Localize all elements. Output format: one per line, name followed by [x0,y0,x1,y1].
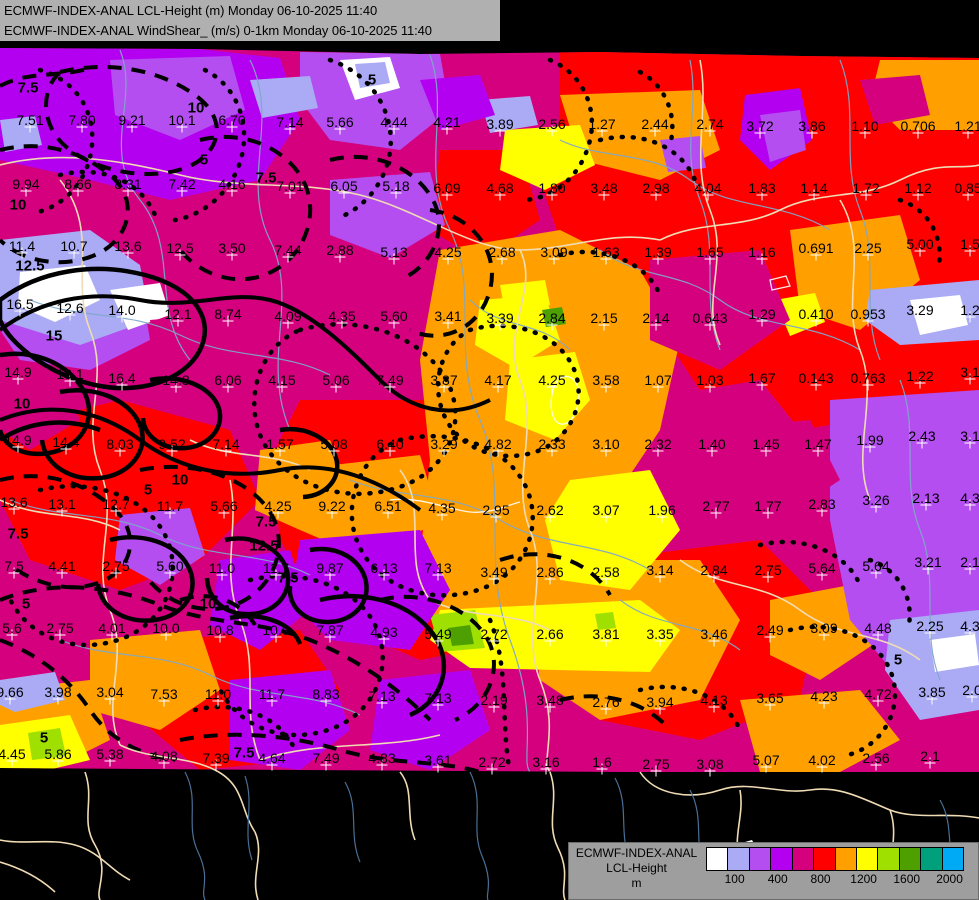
legend-swatch-9 [899,848,922,870]
legend-units: m [631,876,642,890]
lake-outlines [389,275,791,513]
legend-color-swatches [706,847,964,871]
legend-swatch-10 [921,848,943,870]
legend-swatch-3 [771,848,793,870]
legend-swatch-11 [942,848,964,870]
legend-tick-2000: 2000 [936,872,963,886]
legend-swatch-6 [835,848,857,870]
lcl-height-field [0,48,979,772]
legend-tick-labels: 100 400 800 1200 1600 2000 [706,871,964,891]
outer-river-lines [184,771,958,900]
legend-tick-1200: 1200 [850,872,877,886]
map-title-bar: ECMWF-INDEX-ANAL LCL-Height (m) Monday 0… [0,0,500,42]
legend-swatch-4 [792,848,815,870]
legend-swatch-8 [878,848,900,870]
title-line-lcl: ECMWF-INDEX-ANAL LCL-Height (m) Monday 0… [4,3,378,18]
legend-scale: 100 400 800 1200 1600 2000 [704,843,978,891]
legend-caption: ECMWF-INDEX-ANAL LCL-Height m [569,843,704,891]
legend-tick-400: 400 [767,872,788,886]
windshear-contours-solid [0,266,447,718]
title-line-windshear: ECMWF-INDEX-ANAL WindShear_ (m/s) 0-1km … [4,23,432,38]
legend-tick-100: 100 [724,872,745,886]
legend-model-name: ECMWF-INDEX-ANAL [575,846,698,860]
legend-swatch-2 [749,848,772,870]
legend-swatch-1 [728,848,750,870]
legend-swatch-0 [707,848,729,870]
legend-parameter-name: LCL-Height [606,861,667,875]
legend-tick-800: 800 [810,872,831,886]
colorbar-legend: ECMWF-INDEX-ANAL LCL-Height m 100 400 800 1… [568,842,979,900]
legend-tick-1600: 1600 [893,872,921,886]
windshear-contours-dotted [5,57,942,772]
legend-swatch-7 [856,848,879,870]
legend-swatch-5 [814,848,836,870]
river-lines [9,49,941,772]
